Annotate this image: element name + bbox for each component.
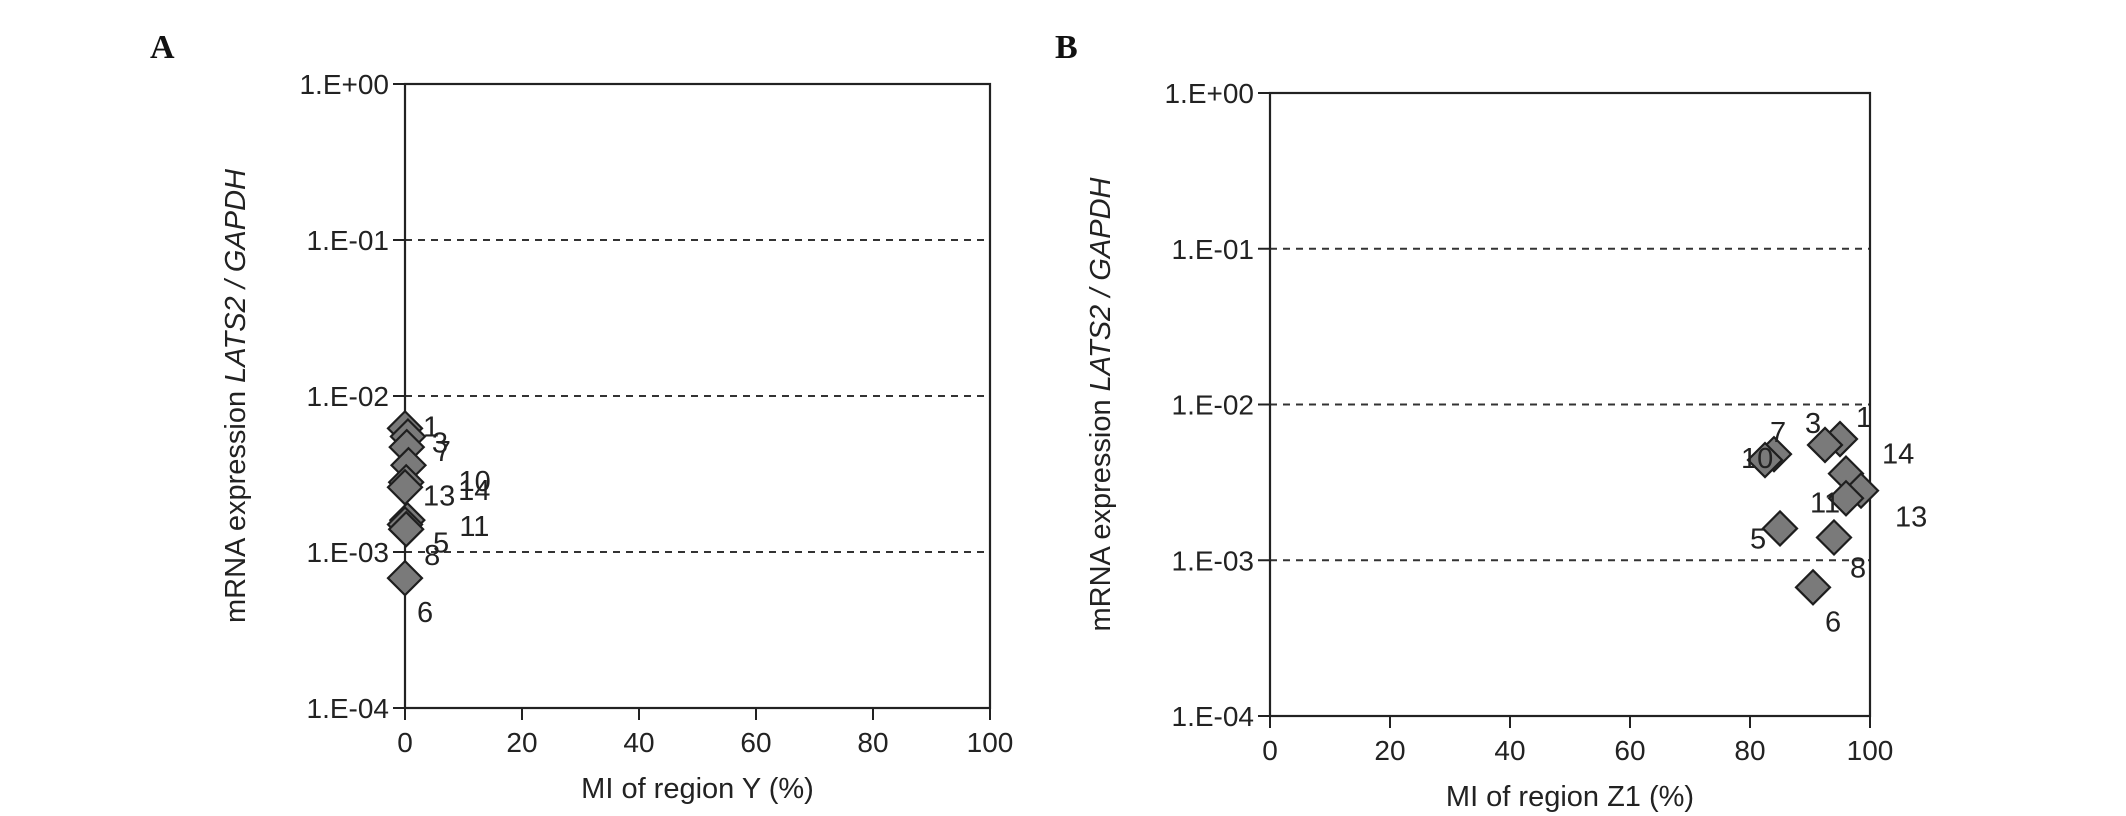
data-label-10: 10 <box>1741 443 1773 475</box>
x-tick-label: 0 <box>397 727 413 758</box>
y-axis-label: mRNA expression LATS2 / GAPDH <box>220 169 252 623</box>
data-point-6 <box>1794 568 1832 606</box>
data-label-6: 6 <box>1825 606 1841 638</box>
y-tick-label: 1.E-01 <box>307 225 390 256</box>
x-axis-label: MI of region Y (%) <box>581 773 814 805</box>
data-label-14: 14 <box>458 475 490 507</box>
y-axis-label-gene: LATS2 / GAPDH <box>1085 177 1117 391</box>
data-label-7: 7 <box>1770 417 1786 449</box>
y-tick-label: 1.E-03 <box>1172 545 1255 576</box>
y-axis-label-text: mRNA expression <box>1085 391 1117 631</box>
x-tick-label: 0 <box>1262 735 1278 766</box>
panel-a-chart: A 1.E+00 1.E-01 1.E-02 1.E-03 1.E-040 20 40 60 80… <box>150 29 1013 805</box>
x-tick-label: 60 <box>1614 735 1645 766</box>
panel-b-chart: B 1.E+00 1.E-01 1.E-02 1.E-03 1.E-040 20 40 60 80… <box>1055 29 1927 813</box>
data-label-6: 6 <box>417 597 433 629</box>
data-label-1: 1 <box>423 411 439 443</box>
data-label-11: 11 <box>459 511 489 543</box>
data-label-7: 7 <box>435 436 451 468</box>
y-tick-label: 1.E-02 <box>1172 390 1255 421</box>
data-point-8 <box>387 510 425 548</box>
data-point-5 <box>1761 509 1799 548</box>
x-tick-label: 100 <box>1847 735 1894 766</box>
y-tick-label: 1.E-02 <box>307 381 390 412</box>
y-tick-label: 1.E-01 <box>1172 234 1255 265</box>
y-tick-label: 1.E-03 <box>307 537 390 568</box>
data-label-13: 13 <box>1895 502 1927 534</box>
y-axis-label-gene: LATS2 / GAPDH <box>220 169 252 383</box>
x-tick-label: 80 <box>1734 735 1765 766</box>
x-tick-label: 100 <box>967 727 1014 758</box>
x-tick-label: 60 <box>740 727 771 758</box>
data-label-1: 1 <box>1856 402 1872 434</box>
data-point-11 <box>1827 479 1865 517</box>
data-point-10 <box>1746 441 1784 479</box>
y-axis-label-text: mRNA expression <box>220 383 252 623</box>
x-tick-label: 20 <box>1374 735 1405 766</box>
data-point-3 <box>1806 426 1844 464</box>
panel-letter: B <box>1055 29 1078 66</box>
y-tick-label: 1.E-04 <box>307 693 390 724</box>
x-tick-label: 40 <box>623 727 654 758</box>
y-tick-label: 1.E+00 <box>299 69 389 100</box>
data-label-8: 8 <box>1850 552 1866 584</box>
data-label-14: 14 <box>1882 439 1914 471</box>
data-label-13: 13 <box>423 480 455 512</box>
data-label-10: 10 <box>459 466 491 498</box>
x-tick-label: 80 <box>857 727 888 758</box>
x-tick-label: 20 <box>506 727 537 758</box>
data-label-8: 8 <box>424 540 440 572</box>
data-point-8 <box>1815 518 1853 557</box>
y-tick-label: 1.E-04 <box>1172 701 1255 732</box>
data-label-3: 3 <box>432 428 448 460</box>
panel-letter: A <box>150 29 175 66</box>
data-label-11: 11 <box>1810 487 1840 519</box>
data-label-3: 3 <box>1805 408 1821 440</box>
data-point-6 <box>386 559 424 597</box>
y-tick-label: 1.E+00 <box>1164 78 1254 109</box>
data-label-5: 5 <box>433 528 449 560</box>
x-tick-label: 40 <box>1494 735 1525 766</box>
y-axis-label: mRNA expression LATS2 / GAPDH <box>1085 177 1117 631</box>
data-label-5: 5 <box>1750 523 1766 555</box>
x-axis-label: MI of region Z1 (%) <box>1446 781 1694 813</box>
